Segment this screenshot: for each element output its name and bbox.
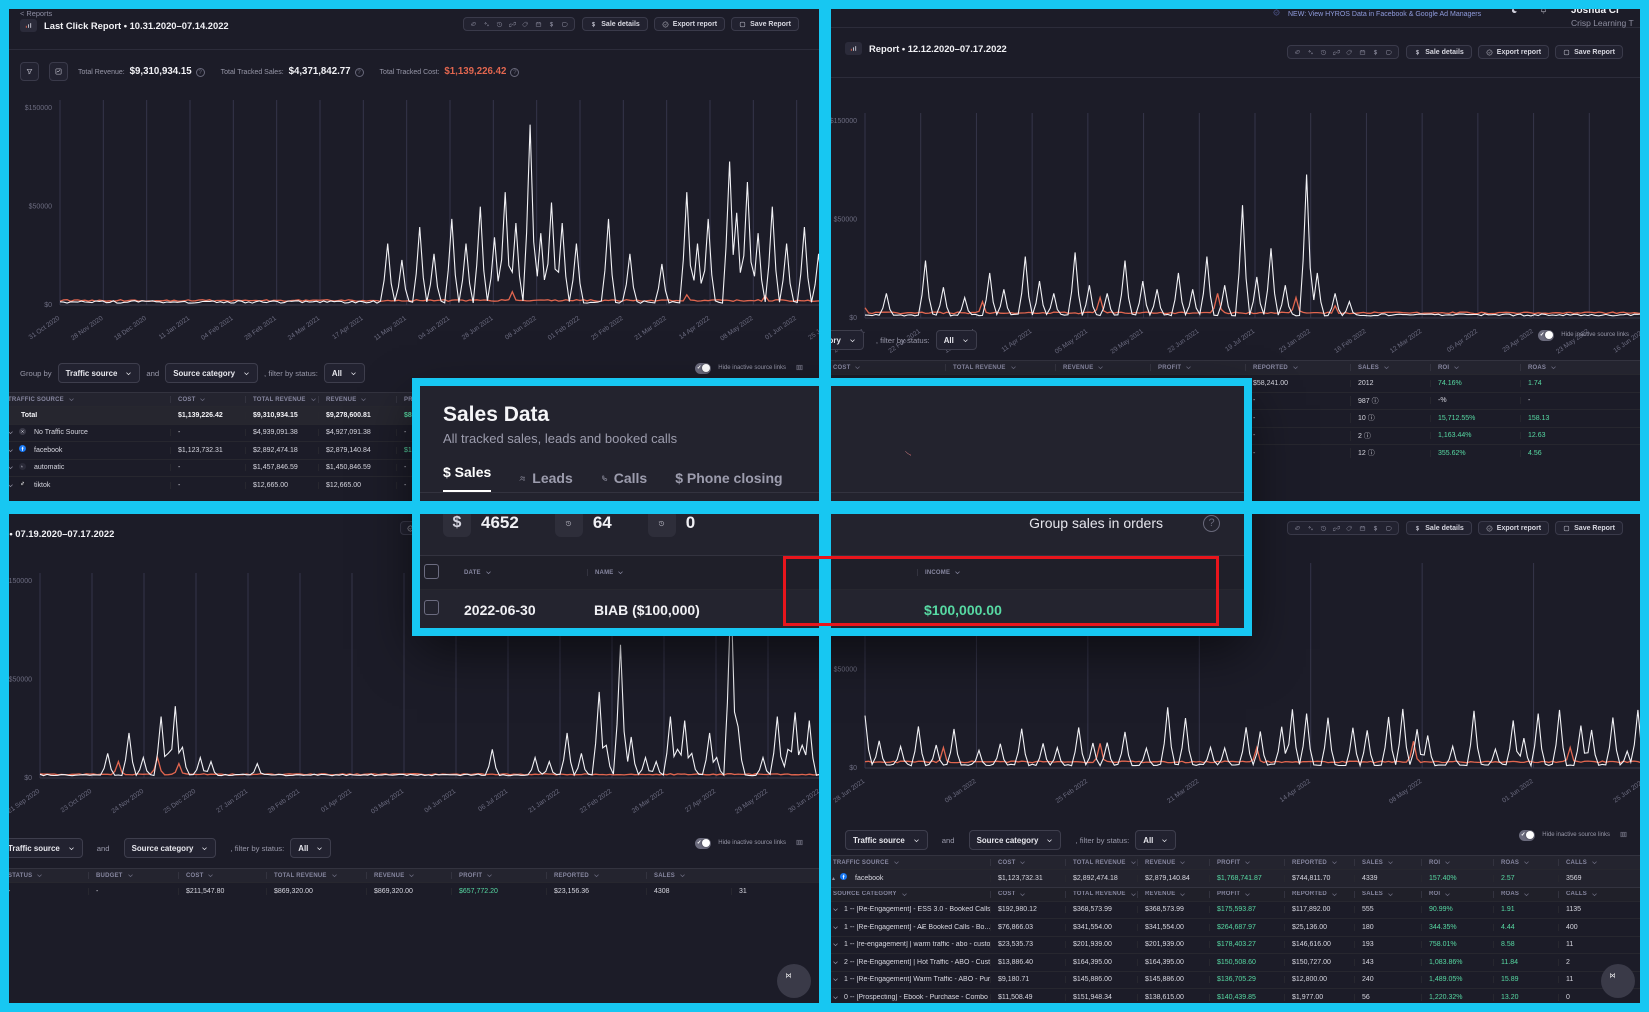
svg-text:08 May 2022: 08 May 2022 — [719, 315, 755, 343]
svg-text:$150000: $150000 — [830, 118, 857, 125]
svg-text:30 Jun 2022: 30 Jun 2022 — [787, 788, 821, 815]
svg-text:11 Apr 2021: 11 Apr 2021 — [1001, 328, 1034, 354]
svg-text:21 Sep 2020: 21 Sep 2020 — [6, 788, 41, 815]
svg-text:29 Apr 2022: 29 Apr 2022 — [1502, 328, 1535, 354]
svg-text:22 Feb 2022: 22 Feb 2022 — [579, 788, 614, 815]
svg-text:26 Mar 2022: 26 Mar 2022 — [631, 788, 666, 815]
svg-text:27 Jan 2021: 27 Jan 2021 — [215, 788, 249, 815]
svg-text:24 Mar 2021: 24 Mar 2021 — [287, 315, 322, 342]
svg-text:31 Oct 2020: 31 Oct 2020 — [28, 315, 62, 342]
svg-text:$50000: $50000 — [9, 676, 32, 683]
svg-text:11 Jan 2021: 11 Jan 2021 — [158, 315, 192, 341]
svg-text:$150000: $150000 — [5, 578, 32, 585]
svg-text:25 Feb 2022: 25 Feb 2022 — [1055, 778, 1090, 805]
svg-text:08 Jun 2022: 08 Jun 2022 — [504, 315, 538, 342]
svg-text:$0: $0 — [24, 775, 32, 782]
svg-text:03 May 2021: 03 May 2021 — [370, 788, 406, 816]
svg-text:16 Feb 2022: 16 Feb 2022 — [1333, 328, 1368, 355]
svg-text:04 Jun 2021: 04 Jun 2021 — [423, 788, 457, 815]
svg-text:14 Apr 2022: 14 Apr 2022 — [1279, 778, 1312, 804]
svg-text:29 May 2021: 29 May 2021 — [1109, 328, 1145, 356]
svg-text:$50000: $50000 — [29, 203, 52, 210]
svg-text:08 May 2022: 08 May 2022 — [1388, 778, 1424, 806]
svg-text:25 Feb 2022: 25 Feb 2022 — [590, 315, 625, 342]
svg-text:25 Dec 2020: 25 Dec 2020 — [162, 788, 197, 815]
svg-text:$0: $0 — [44, 302, 52, 309]
svg-text:21 Mar 2022: 21 Mar 2022 — [633, 315, 668, 342]
svg-text:21 Mar 2022: 21 Mar 2022 — [1166, 778, 1201, 805]
svg-text:01 Feb 2022: 01 Feb 2022 — [547, 315, 582, 342]
svg-text:28 Jun 2021: 28 Jun 2021 — [461, 315, 495, 342]
svg-text:17 Apr 2021: 17 Apr 2021 — [331, 315, 364, 341]
svg-text:01 Jun 2022: 01 Jun 2022 — [764, 315, 798, 342]
svg-text:28 Feb 2021: 28 Feb 2021 — [267, 788, 302, 815]
svg-text:19 Jul 2021: 19 Jul 2021 — [1224, 328, 1256, 353]
svg-text:29 May 2022: 29 May 2022 — [734, 788, 770, 816]
svg-text:14 Apr 2022: 14 Apr 2022 — [678, 315, 711, 341]
svg-text:$150000: $150000 — [25, 105, 52, 112]
svg-text:04 Jun 2021: 04 Jun 2021 — [417, 315, 451, 342]
svg-text:22 Jun 2021: 22 Jun 2021 — [1167, 328, 1201, 355]
svg-text:06 Jul 2021: 06 Jul 2021 — [477, 788, 509, 813]
svg-text:21 Jan 2022: 21 Jan 2022 — [527, 788, 561, 815]
svg-text:11 May 2021: 11 May 2021 — [373, 315, 408, 343]
svg-text:05 Apr 2022: 05 Apr 2022 — [1446, 328, 1479, 354]
svg-text:01 Apr 2021: 01 Apr 2021 — [320, 788, 353, 814]
svg-text:01 Jun 2022: 01 Jun 2022 — [1501, 778, 1535, 805]
svg-text:08 Jan 2022: 08 Jan 2022 — [944, 778, 978, 805]
svg-text:23 Jan 2022: 23 Jan 2022 — [1278, 328, 1312, 355]
svg-text:28 Jun 2021: 28 Jun 2021 — [832, 778, 866, 805]
svg-text:04 Feb 2021: 04 Feb 2021 — [200, 315, 235, 342]
svg-text:05 May 2021: 05 May 2021 — [1054, 328, 1090, 356]
svg-text:$50000: $50000 — [834, 666, 857, 673]
svg-text:24 Nov 2020: 24 Nov 2020 — [110, 788, 145, 815]
svg-text:28 Feb 2021: 28 Feb 2021 — [243, 315, 278, 342]
svg-text:$0: $0 — [849, 765, 857, 772]
svg-text:$50000: $50000 — [834, 216, 857, 223]
svg-text:18 Dec 2020: 18 Dec 2020 — [113, 315, 148, 342]
svg-text:12 Mar 2022: 12 Mar 2022 — [1389, 328, 1424, 355]
svg-text:28 Nov 2020: 28 Nov 2020 — [70, 315, 105, 342]
svg-text:27 Apr 2022: 27 Apr 2022 — [684, 788, 717, 814]
svg-text:23 Oct 2020: 23 Oct 2020 — [60, 788, 94, 815]
svg-text:25 Jun 2022: 25 Jun 2022 — [807, 315, 825, 342]
svg-text:$0: $0 — [849, 315, 857, 322]
svg-text:25 Jun 2022: 25 Jun 2022 — [1612, 778, 1646, 805]
